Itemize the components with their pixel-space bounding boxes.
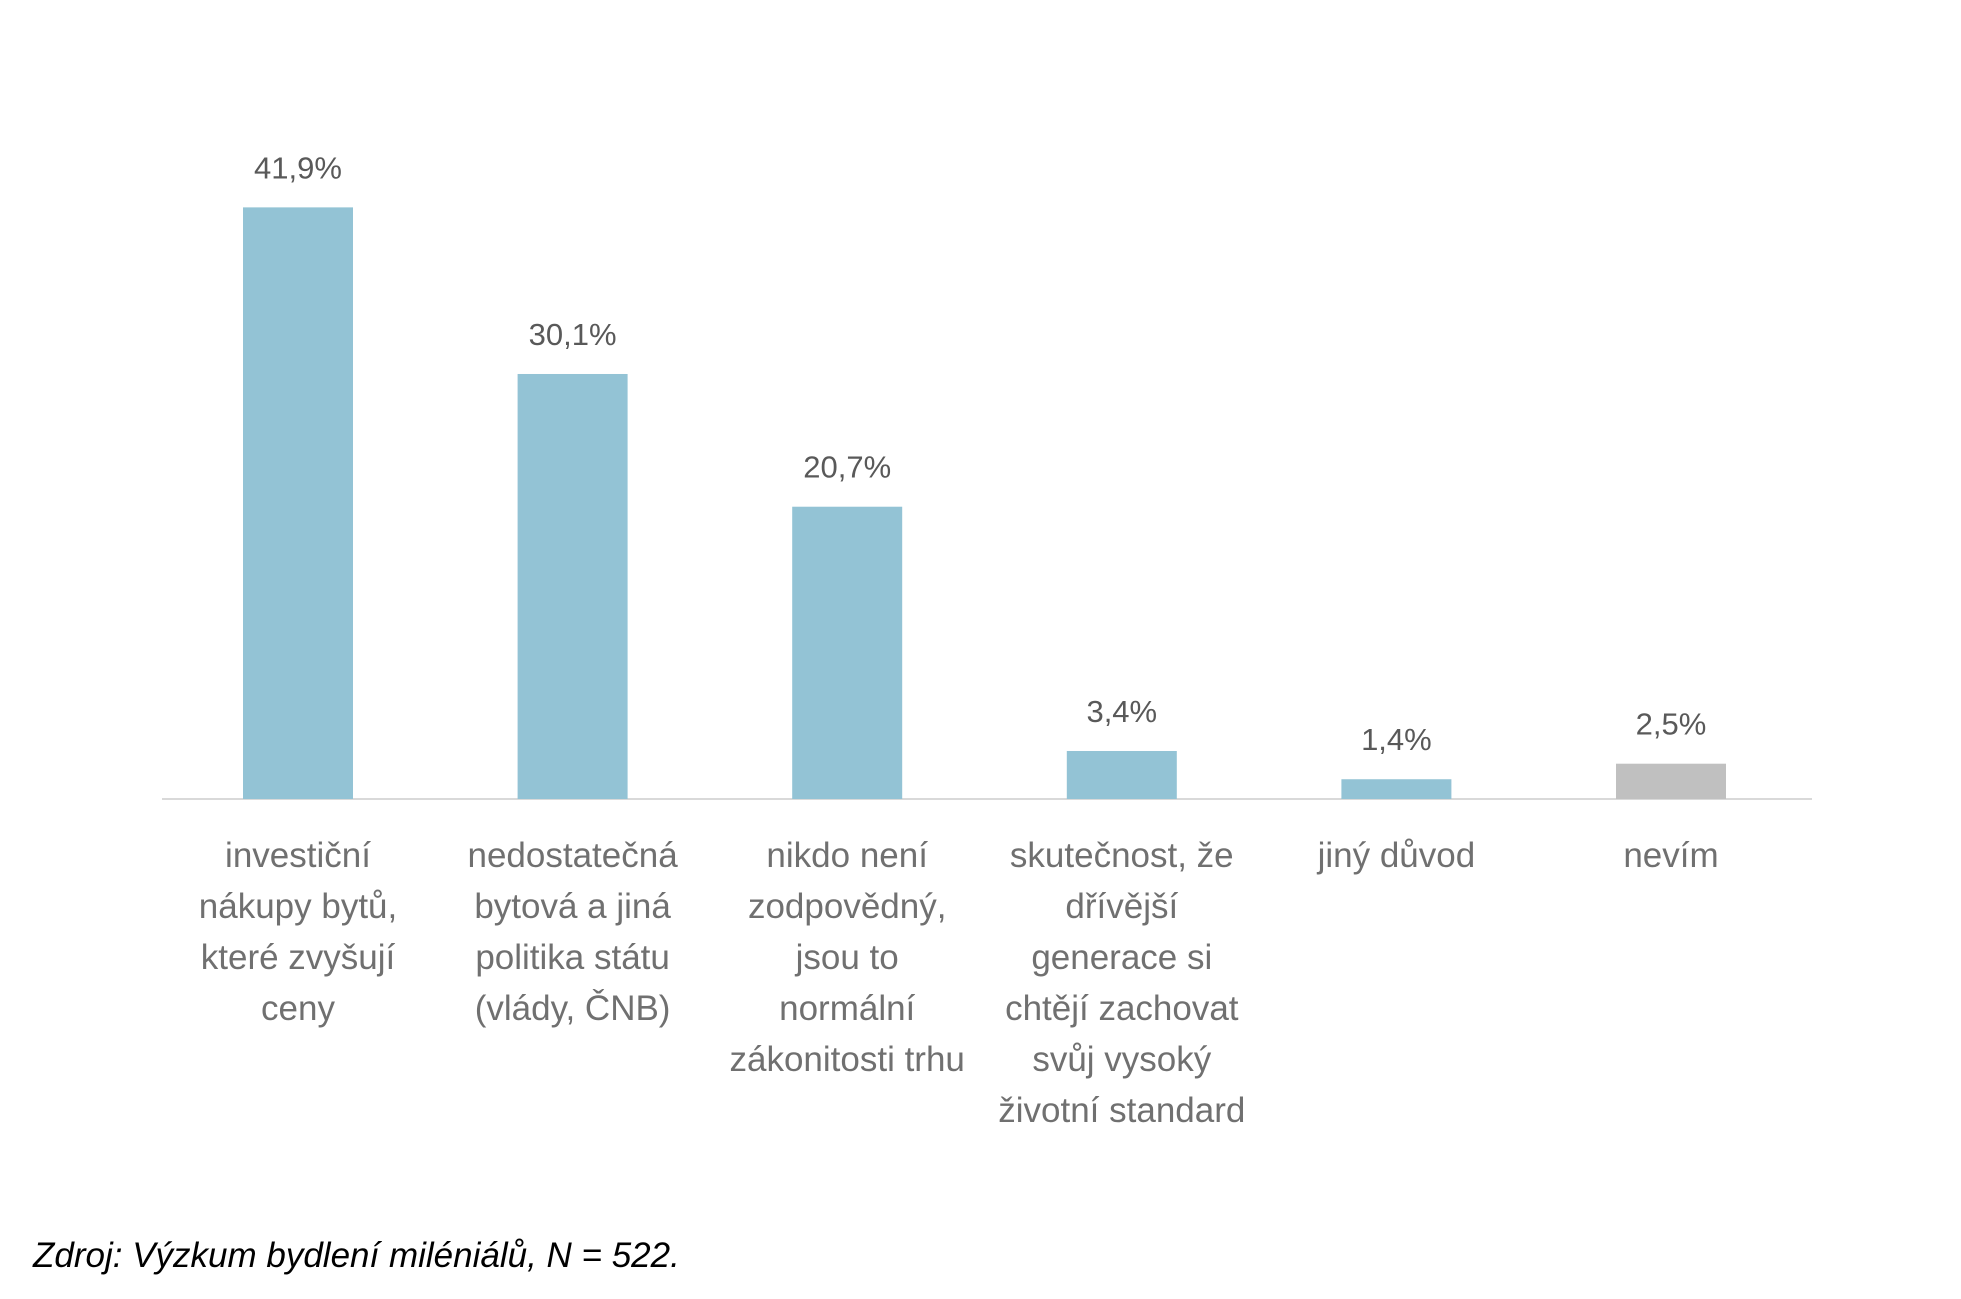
data-label-3: 3,4% <box>1086 694 1157 729</box>
category-label-1-line-1: bytová a jiná <box>474 887 671 926</box>
source-note: Zdroj: Výzkum bydlení miléniálů, N = 522… <box>33 1236 680 1275</box>
category-label-0-line-0: investiční <box>225 836 371 875</box>
category-label-4-line-0: jiný důvod <box>1317 836 1476 875</box>
category-label-3-line-1: dřívější <box>1065 887 1178 926</box>
category-label-5-line-0: nevím <box>1623 836 1718 875</box>
category-label-0: investiční nákupy bytů, které zvyšují ceny <box>199 836 397 1028</box>
bar-3 <box>1066 750 1177 799</box>
category-label-2-line-4: zákonitosti trhu <box>729 1040 964 1079</box>
bar-1 <box>517 373 628 799</box>
bar-chart: 41,9% investiční nákupy bytů, které zvyšují… <box>162 150 1812 1130</box>
category-label-0-line-1: nákupy bytů, <box>199 887 397 926</box>
bar-5 <box>1616 763 1726 799</box>
category-label-4: jiný důvod <box>1317 836 1476 875</box>
bar-2 <box>792 506 903 799</box>
category-label-3-line-0: skutečnost, že <box>1010 836 1234 875</box>
bar-0 <box>243 207 353 799</box>
category-label-1: nedostatečná bytová a jiná politika státu (… <box>468 836 679 1028</box>
data-label-5: 2,5% <box>1636 707 1707 742</box>
category-label-2-line-2: jsou to <box>795 938 899 977</box>
category-label-1-line-0: nedostatečná <box>468 836 679 875</box>
data-label-4: 1,4% <box>1361 722 1432 757</box>
category-label-3: skutečnost, že dřívější generace si chtějí … <box>998 836 1245 1130</box>
category-label-1-line-2: politika státu <box>475 938 670 977</box>
category-label-2-line-1: zodpovědný, <box>748 887 946 926</box>
category-label-2-line-3: normální <box>779 989 915 1028</box>
data-label-1: 30,1% <box>529 317 617 352</box>
category-label-2-line-0: nikdo není <box>766 836 928 875</box>
category-label-3-line-5: životní standard <box>998 1091 1245 1130</box>
category-label-0-line-3: ceny <box>261 989 335 1028</box>
category-label-2: nikdo není zodpovědný, jsou to normální záko… <box>729 836 964 1079</box>
category-label-0-line-2: které zvyšují <box>201 938 396 977</box>
bar-4 <box>1341 779 1452 799</box>
category-label-3-line-2: generace si <box>1031 938 1212 977</box>
category-label-3-line-3: chtějí zachovat <box>1005 989 1239 1028</box>
data-label-2: 20,7% <box>803 450 891 485</box>
data-label-0: 41,9% <box>254 150 342 185</box>
category-label-1-line-3: (vlády, ČNB) <box>475 989 671 1028</box>
category-label-3-line-4: svůj vysoký <box>1032 1040 1211 1079</box>
category-label-5: nevím <box>1623 836 1718 875</box>
